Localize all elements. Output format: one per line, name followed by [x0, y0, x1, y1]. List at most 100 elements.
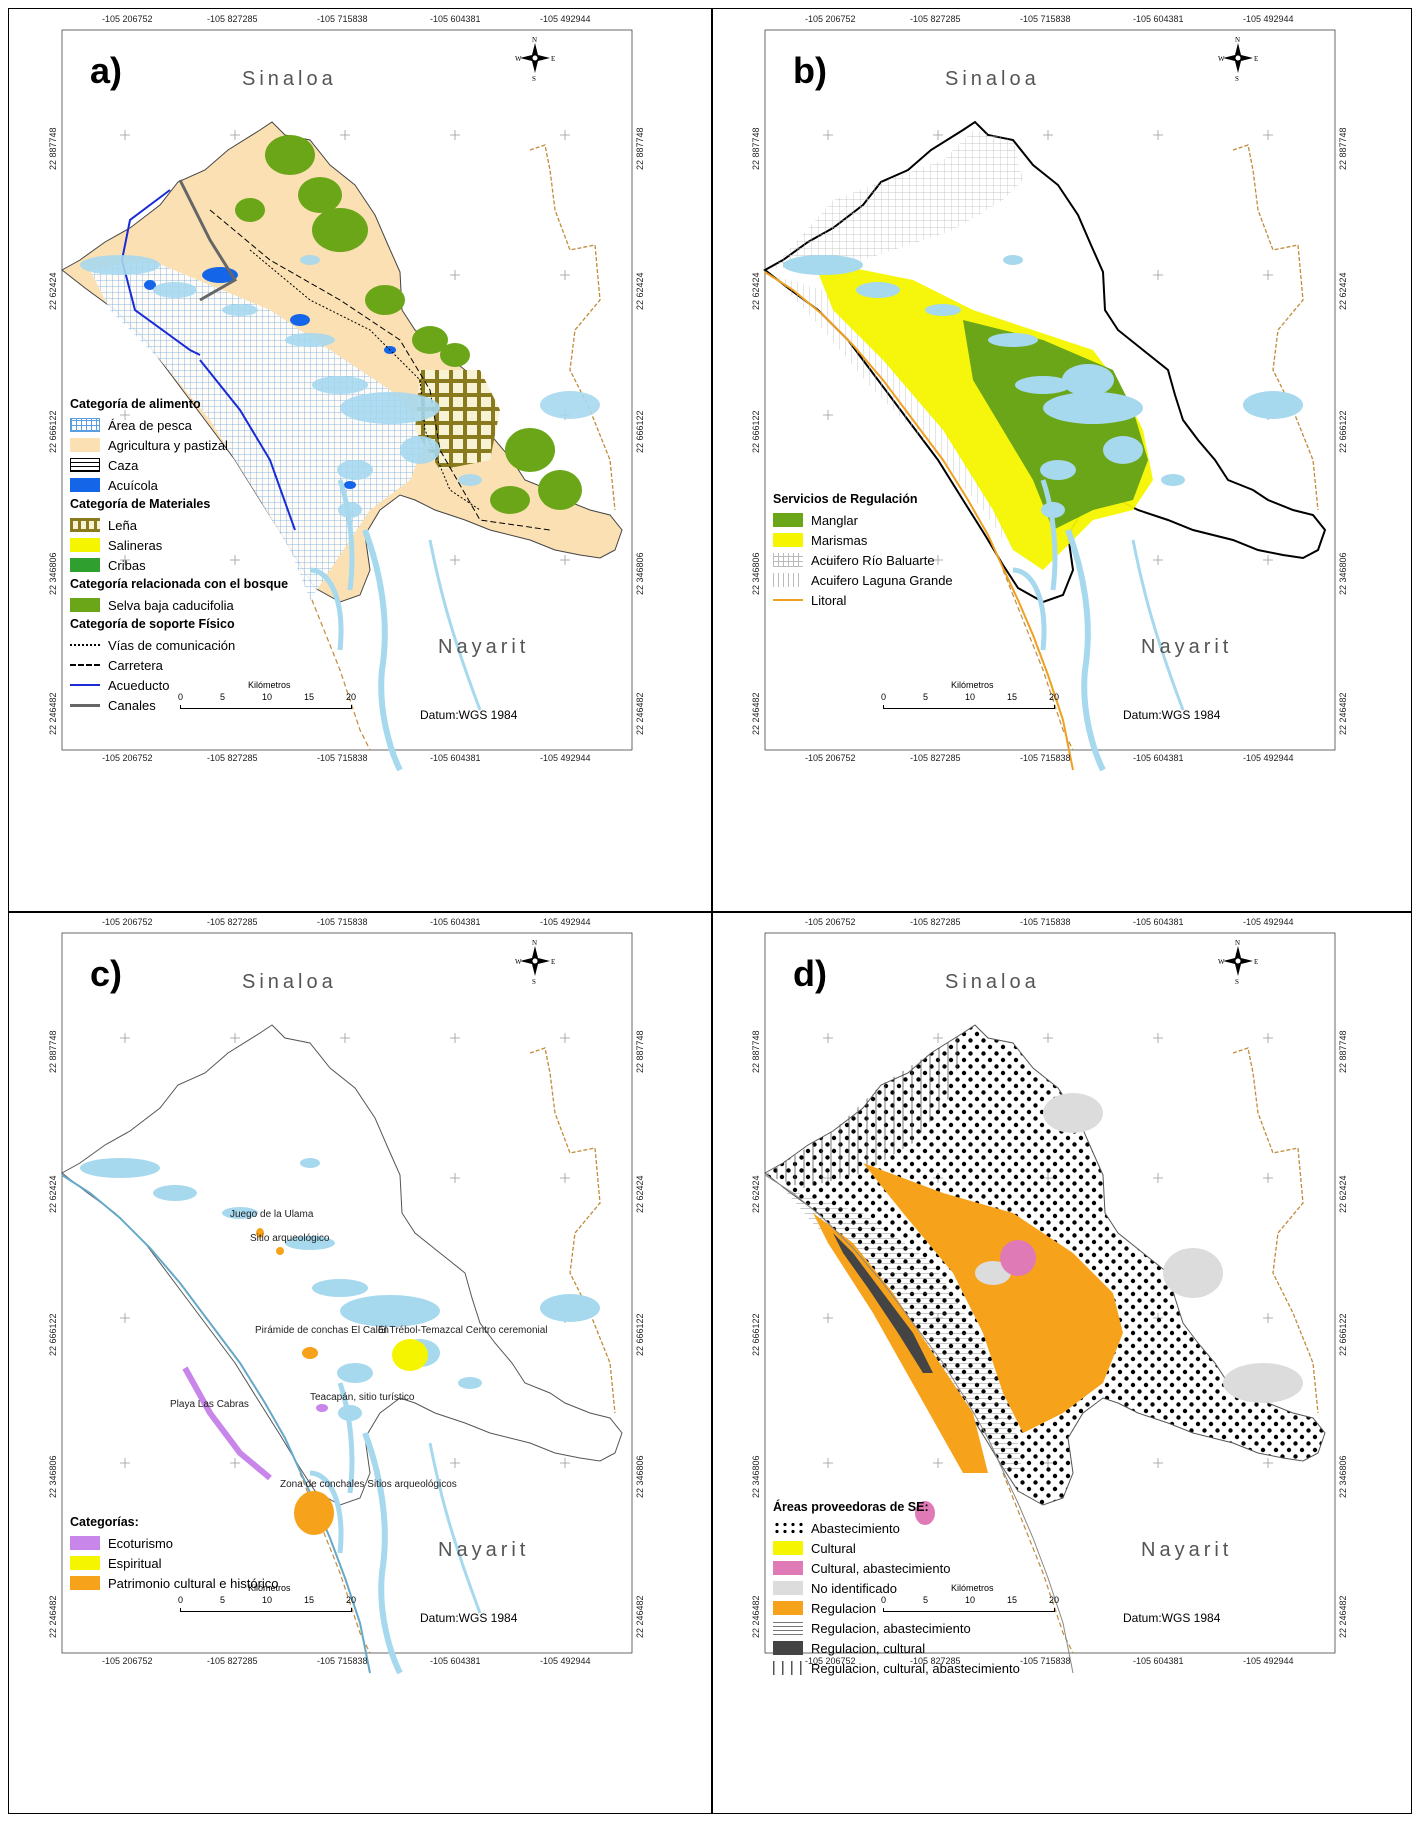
top-coordinate-label: -105 827285 — [910, 917, 961, 927]
map-panel-b: -105 206752 -105 206752 -105 827285 -105 82… — [713, 10, 1413, 910]
state-label-north: Sinaloa — [242, 68, 337, 90]
state-label-south: Nayarit — [438, 1539, 530, 1561]
left-coordinate-label: 22 62424 — [751, 272, 761, 310]
top-coordinate-label: -105 206752 — [805, 14, 856, 24]
legend-item: Regulacion, cultural, abastecimiento — [773, 1658, 1020, 1678]
bottom-coordinate-label: -105 206752 — [102, 753, 153, 763]
bottom-coordinate-label: -105 827285 — [207, 1656, 258, 1666]
panel-letter: d) — [793, 953, 827, 994]
legend-item-label: Regulacion — [811, 1600, 877, 1616]
legend-item-label: Espiritual — [108, 1555, 162, 1571]
legend-item-label: Ecoturismo — [108, 1535, 174, 1551]
legend-item-label: Cultural — [811, 1540, 856, 1556]
compass-n-label: N — [532, 939, 537, 947]
legend-item: Litoral — [773, 590, 953, 610]
legend-item: Ecoturismo — [70, 1533, 279, 1553]
legend-heading: Categoría de alimento — [70, 397, 201, 411]
fill-yellow-swatch — [773, 533, 803, 547]
left-coordinate-label: 22 246482 — [751, 692, 761, 735]
site-marker — [256, 1228, 264, 1238]
left-coordinate-label: 22 346806 — [48, 552, 58, 595]
legend-item-label: Acueducto — [108, 677, 170, 693]
site-label: Playa Las Cabras — [170, 1399, 249, 1410]
fill-orange-swatch — [70, 1576, 100, 1590]
left-coordinate-label: 22 666122 — [48, 1313, 58, 1356]
fill-blue-swatch — [70, 478, 100, 492]
scale-tick-label: 10 — [262, 692, 273, 702]
legend-item: Acuifero Río Baluarte — [773, 550, 953, 570]
legend-item-label: Regulacion, cultural, abastecimiento — [811, 1660, 1020, 1676]
compass-s-label: S — [532, 978, 536, 984]
north-arrow-icon: N S E W — [1218, 35, 1258, 81]
compass-e-label: E — [551, 55, 555, 63]
legend-item-label: Acuifero Río Baluarte — [811, 552, 935, 568]
legend: Categoría de alimento Área de pesca Agricu… — [70, 395, 288, 715]
state-label-south: Nayarit — [1141, 1539, 1233, 1561]
scale-bar-title: Kilómetros — [951, 680, 994, 690]
scale-bar-line — [180, 705, 352, 709]
right-coordinate-label: 22 666122 — [1338, 1313, 1348, 1356]
left-coordinate-label: 22 246482 — [751, 1595, 761, 1638]
legend-item: Leña — [70, 515, 288, 535]
map-canvas — [764, 932, 1336, 1674]
compass-w-label: W — [515, 958, 522, 966]
map-panel-a: -105 206752 -105 206752 -105 827285 -105 82… — [10, 10, 710, 910]
fill-yellow-swatch — [70, 1556, 100, 1570]
top-coordinate-label: -105 206752 — [805, 917, 856, 927]
fill-orange-swatch — [773, 1601, 803, 1615]
legend-item: Canales — [70, 695, 288, 715]
top-coordinate-label: -105 492944 — [540, 14, 591, 24]
fill-agri-swatch — [70, 438, 100, 452]
site-label: Juego de la Ulama — [230, 1209, 314, 1220]
legend-item: No identificado — [773, 1578, 1020, 1598]
scale-tick-label: 15 — [1007, 1595, 1018, 1605]
legend-item: Patrimonio cultural e histórico — [70, 1573, 279, 1593]
top-coordinate-label: -105 492944 — [1243, 917, 1294, 927]
right-coordinate-label: 22 246482 — [1338, 1595, 1348, 1638]
scale-tick-label: 0 — [881, 692, 887, 702]
bottom-coordinate-label: -105 492944 — [1243, 753, 1294, 763]
legend-heading: Categorías: — [70, 1515, 139, 1529]
legend-item: Regulacion, abastecimiento — [773, 1618, 1020, 1638]
legend: Servicios de Regulación Manglar Marismas Ac… — [773, 490, 953, 610]
left-coordinate-label: 22 887748 — [751, 1030, 761, 1073]
legend-item-label: No identificado — [811, 1580, 897, 1596]
left-coordinate-label: 22 62424 — [48, 272, 58, 310]
dotted-swatch — [70, 644, 100, 646]
top-coordinate-label: -105 492944 — [1243, 14, 1294, 24]
site-label: Zona de conchales Sitios arqueológicos — [280, 1479, 457, 1490]
legend-item: Regulacion, cultural — [773, 1638, 1020, 1658]
legend-item: Agricultura y pastizal — [70, 435, 288, 455]
right-coordinate-label: 22 887748 — [1338, 127, 1348, 170]
compass-w-label: W — [1218, 958, 1225, 966]
legend-item: Cultural, abastecimiento — [773, 1558, 1020, 1578]
legend-item-label: Litoral — [811, 592, 847, 608]
top-coordinate-label: -105 827285 — [910, 14, 961, 24]
legend-item: Acuícola — [70, 475, 288, 495]
bottom-coordinate-label: -105 492944 — [540, 1656, 591, 1666]
scale-bar: Kilómetros 0 5 10 15 20 — [178, 1583, 358, 1615]
north-arrow-icon: N S E W — [515, 938, 555, 984]
compass-e-label: E — [551, 958, 555, 966]
bottom-coordinate-label: -105 206752 — [102, 1656, 153, 1666]
legend-item-label: Cribas — [108, 557, 146, 573]
datum-label: Datum:WGS 1984 — [1123, 708, 1221, 722]
site-label: Teacapán, sitio turístico — [310, 1392, 415, 1403]
bottom-coordinate-label: -105 604381 — [430, 753, 481, 763]
scale-tick-label: 15 — [304, 1595, 315, 1605]
line-orange-swatch — [773, 599, 803, 601]
top-coordinate-label: -105 827285 — [207, 14, 258, 24]
compass-n-label: N — [1235, 939, 1240, 947]
top-coordinate-label: -105 492944 — [540, 917, 591, 927]
top-coordinate-label: -105 715838 — [317, 14, 368, 24]
right-coordinate-label: 22 887748 — [635, 127, 645, 170]
site-marker — [392, 1339, 428, 1371]
scale-tick-label: 20 — [1049, 692, 1060, 702]
site-marker — [302, 1347, 318, 1359]
right-coordinate-label: 22 666122 — [635, 1313, 645, 1356]
left-coordinate-label: 22 62424 — [48, 1175, 58, 1213]
panel-letter: c) — [90, 953, 123, 994]
fill-yellow-swatch — [70, 538, 100, 552]
fill-pink-swatch — [773, 1561, 803, 1575]
top-coordinate-label: -105 206752 — [102, 917, 153, 927]
